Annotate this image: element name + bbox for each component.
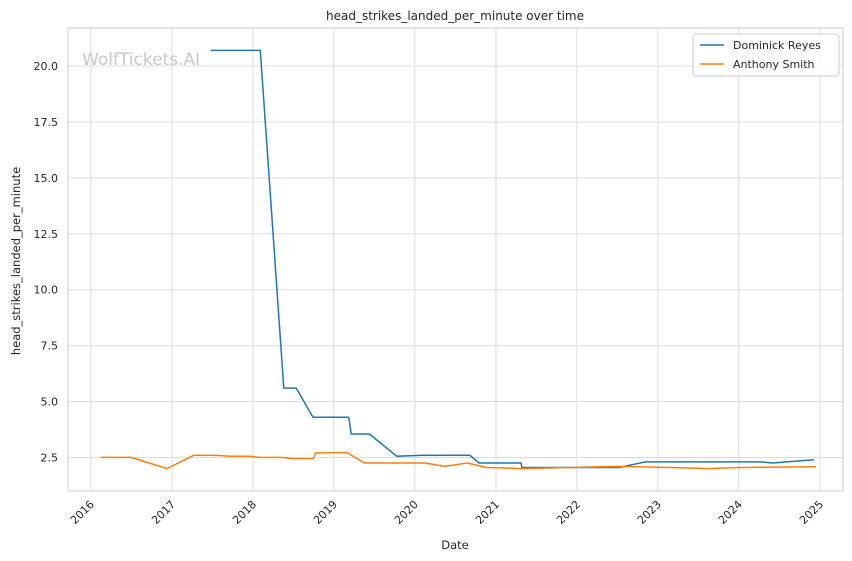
- legend-box: [692, 33, 840, 77]
- watermark: WolfTickets.AI: [82, 50, 200, 70]
- y-axis-ticks: 2.5 5.0 7.5 10.0 12.5 15.0 17.5 20.0: [34, 60, 59, 464]
- series-line-dominick-reyes: [210, 49, 815, 469]
- legend: Dominick Reyes Anthony Smith: [692, 33, 840, 77]
- y-tick-label: 17.5: [34, 116, 59, 129]
- y-tick-label: 12.5: [34, 228, 59, 241]
- chart-title: head_strikes_landed_per_minute over time: [326, 9, 584, 23]
- y-tick-label: 2.5: [41, 451, 59, 464]
- x-axis-label: Date: [441, 538, 469, 552]
- y-tick-label: 5.0: [41, 396, 59, 409]
- y-tick-label: 7.5: [41, 340, 59, 353]
- series-layer: [100, 49, 817, 470]
- legend-label-anthony-smith: Anthony Smith: [733, 58, 815, 71]
- plot-frame: [67, 27, 844, 492]
- series-line-anthony-smith: [100, 451, 817, 470]
- y-tick-label: 20.0: [34, 60, 59, 73]
- legend-label-dominick-reyes: Dominick Reyes: [733, 39, 821, 52]
- grid: [68, 28, 843, 491]
- y-axis-label: head_strikes_landed_per_minute: [9, 167, 23, 355]
- y-tick-label: 15.0: [34, 172, 59, 185]
- y-tick-label: 10.0: [34, 284, 59, 297]
